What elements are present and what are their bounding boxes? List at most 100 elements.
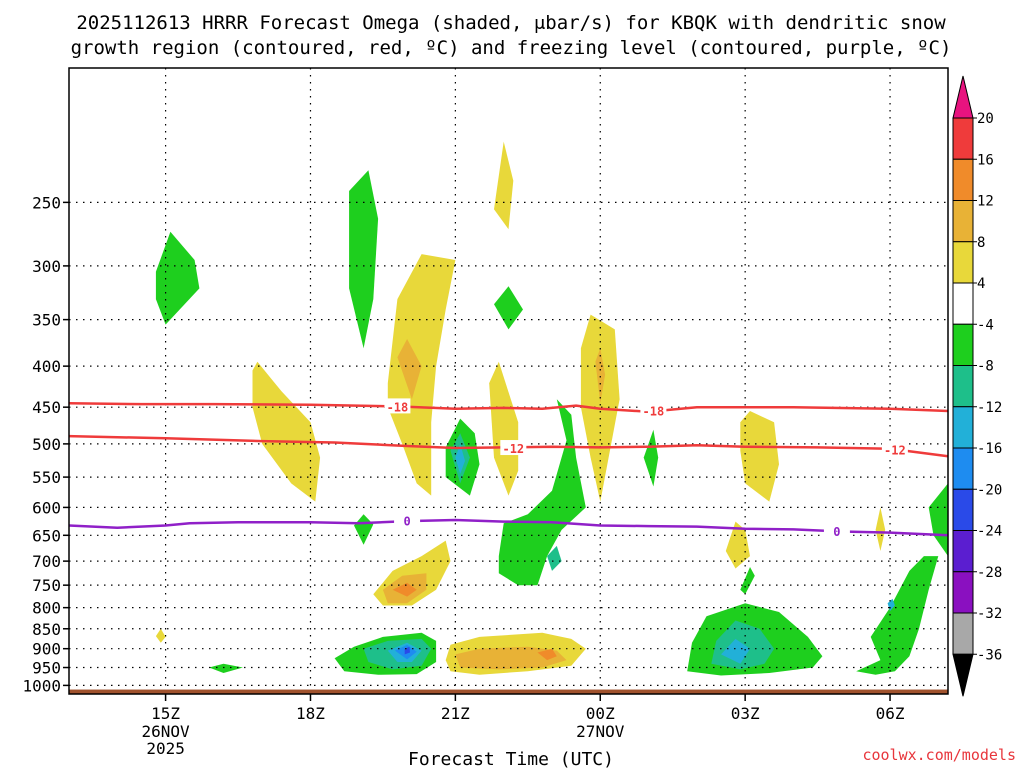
plot-frame	[68, 67, 949, 695]
omega-region--4	[349, 170, 379, 349]
omega-region-12	[537, 648, 557, 661]
dgz-minus18-label: -18	[643, 404, 665, 418]
omega-region--4	[209, 663, 243, 673]
colorbar-label: -32	[977, 606, 1002, 622]
omega-region-4	[155, 628, 166, 643]
colorbar-swatch	[952, 571, 974, 614]
chart-title-line-1: 2025112613 HRRR Forecast Omega (shaded, …	[76, 12, 946, 34]
freezing-level-label: 0	[833, 525, 840, 539]
omega-region-8	[397, 339, 422, 400]
omega-region-4	[725, 521, 750, 569]
y-tick-label: 900	[32, 640, 61, 659]
omega-region--4	[740, 567, 755, 595]
colorbar-label: 20	[977, 111, 994, 127]
x-axis-label: Forecast Time (UTC)	[408, 749, 614, 768]
y-tick-label: 700	[32, 552, 61, 571]
y-tick-label: 1000	[22, 676, 61, 695]
y-tick-label: 850	[32, 620, 61, 639]
x-tick-label: 15Z	[151, 704, 180, 723]
omega-region-4	[387, 254, 456, 496]
colorbar-label: -4	[977, 317, 994, 333]
freezing-level-label-bg	[823, 522, 850, 538]
colorbar-swatch	[952, 406, 974, 449]
y-tick-label: 400	[32, 357, 61, 376]
credit-text: coolwx.com/models	[862, 746, 1016, 764]
colorbar-swatch	[952, 530, 974, 573]
omega-region--4	[155, 231, 200, 325]
y-tick-label: 350	[32, 311, 61, 330]
omega-region--4	[498, 399, 586, 586]
x-tick-label: 00Z	[586, 704, 615, 723]
dgz-minus18-line	[68, 402, 949, 414]
omega-region-8	[595, 348, 606, 404]
colorbar-triangle-bottom	[952, 653, 974, 697]
omega-region-4	[252, 361, 321, 502]
colorbar-triangle-top	[952, 75, 974, 119]
colorbar-swatch	[952, 447, 974, 490]
omega-region--12	[455, 443, 465, 474]
x-tick-label: 06Z	[876, 704, 905, 723]
colorbar-label: -12	[977, 400, 1002, 416]
chart-title-line-2: growth region (contoured, red, ºC) and f…	[71, 37, 952, 59]
plot-area: -18 -18 -12 -12 0 0	[68, 67, 949, 695]
colorbar-label: 12	[977, 194, 994, 210]
dgz-minus12-label: -12	[884, 443, 906, 457]
y-tick-label: 750	[32, 576, 61, 595]
colorbar-swatch	[952, 282, 974, 325]
y-axis-pressure-ticks: 2503003504004505005506006507007508008509…	[22, 193, 69, 695]
y-tick-label: 450	[32, 398, 61, 417]
colorbar-swatch	[952, 241, 974, 284]
colorbar: 20 16 12 8 4 -4 -8 -12 -16 -20 -24 -28 -32 -36	[952, 75, 1002, 697]
colorbar-swatch	[952, 488, 974, 531]
colorbar-label: -20	[977, 482, 1002, 498]
x-tick-date: 27NOV	[576, 722, 625, 741]
y-tick-label: 650	[32, 526, 61, 545]
y-tick-label: 250	[32, 193, 61, 212]
omega-region-4	[875, 507, 886, 551]
colorbar-label: -8	[977, 359, 994, 375]
dgz-minus12-line	[68, 434, 949, 458]
y-tick-label: 600	[32, 498, 61, 517]
colorbar-swatch	[952, 117, 974, 160]
x-tick-label: 21Z	[441, 704, 470, 723]
omega-region--4	[928, 483, 948, 557]
dgz-minus12-label-bg	[881, 441, 908, 457]
y-tick-label: 950	[32, 659, 61, 678]
colorbar-swatch	[952, 158, 974, 201]
y-tick-label: 500	[32, 435, 61, 454]
y-tick-label: 800	[32, 599, 61, 618]
colorbar-swatch	[952, 612, 974, 655]
dgz-minus18-label-bg	[384, 398, 411, 414]
temperature-contours: -18 -18 -12 -12 0 0	[68, 398, 949, 539]
colorbar-label: -28	[977, 565, 1002, 581]
colorbar-label: -16	[977, 441, 1002, 457]
dgz-minus18-label: -18	[387, 400, 409, 414]
dgz-minus18-label-bg	[640, 402, 667, 418]
colorbar-label: -36	[977, 647, 1002, 663]
omega-region--4	[643, 429, 659, 487]
colorbar-swatch	[952, 365, 974, 408]
freezing-level-line	[68, 518, 949, 537]
dgz-minus12-label-bg	[500, 440, 527, 456]
surface-ground	[69, 689, 948, 694]
x-tick-date: 26NOV	[142, 722, 191, 741]
colorbar-swatch	[952, 200, 974, 243]
colorbar-label: 8	[977, 235, 985, 251]
freezing-level-label-bg	[394, 512, 421, 528]
omega-region-12	[392, 582, 417, 597]
colorbar-label: -24	[977, 524, 1002, 540]
omega-region--8	[547, 545, 562, 571]
dgz-minus12-label: -12	[502, 442, 524, 456]
y-tick-label: 550	[32, 468, 61, 487]
x-tick-label: 03Z	[731, 704, 760, 723]
omega-region--4	[494, 286, 523, 330]
colorbar-label: 16	[977, 152, 994, 168]
omega-region-4	[740, 411, 779, 502]
y-tick-label: 300	[32, 257, 61, 276]
omega-region--4	[856, 556, 939, 675]
x-tick-year: 2025	[146, 739, 185, 758]
omega-region-4	[489, 361, 519, 496]
colorbar-label: 4	[977, 276, 985, 292]
